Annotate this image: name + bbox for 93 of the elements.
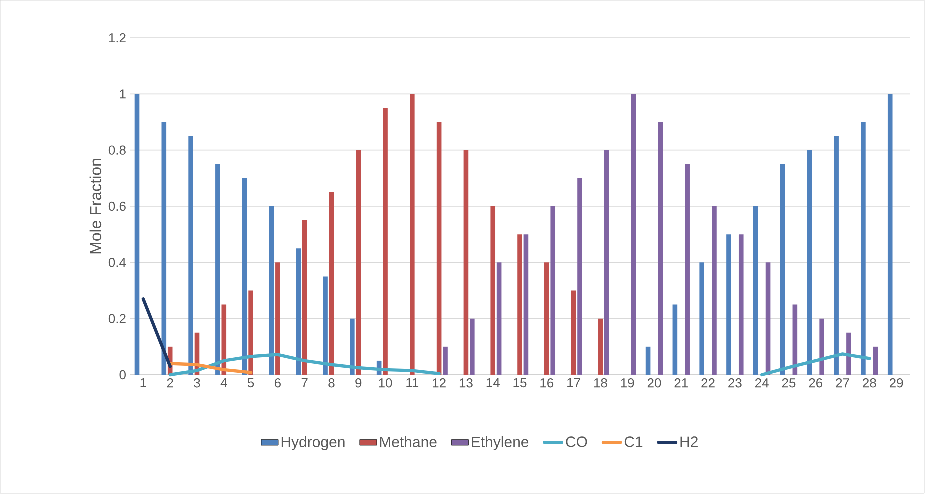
bar [780, 164, 786, 375]
bar [269, 206, 274, 375]
x-tick-label: 26 [809, 378, 823, 388]
y-tick-label: 1.2 [109, 33, 126, 43]
bar [571, 290, 576, 375]
bar [216, 164, 220, 375]
x-tick-label: 22 [702, 378, 715, 388]
x-tick-label: 23 [728, 378, 742, 388]
bar [544, 262, 550, 375]
bar [598, 318, 604, 375]
bar [807, 150, 812, 375]
y-tick-label: 0.8 [108, 146, 126, 155]
bar [464, 150, 469, 375]
bar [496, 262, 502, 375]
bar [861, 122, 866, 375]
bar [738, 234, 744, 375]
bar [443, 346, 448, 375]
bar [604, 150, 610, 375]
bar [470, 318, 475, 375]
bar [518, 234, 522, 375]
x-tick-label: 12 [433, 378, 446, 388]
bar [766, 262, 771, 375]
bar [712, 206, 717, 375]
y-tick-label: 0 [120, 370, 126, 380]
x-tick-label: 14 [486, 378, 500, 388]
bar [820, 318, 824, 375]
y-axis-title: Mole Fraction [90, 159, 102, 254]
bar [672, 304, 678, 375]
x-tick-label: 16 [540, 378, 554, 388]
x-tick-label: 8 [328, 378, 335, 388]
bar [490, 206, 496, 375]
y-tick-label: 0.4 [108, 258, 126, 268]
x-tick-label: 21 [674, 378, 688, 388]
x-tick-label: 1 [140, 378, 146, 388]
bar [753, 206, 758, 375]
x-tick-label: 18 [594, 378, 608, 388]
bar [296, 248, 302, 375]
x-tick-label: 7 [302, 378, 308, 388]
legend-label: H2 [680, 436, 698, 448]
bar [329, 192, 334, 375]
bar [410, 94, 415, 375]
bar [631, 94, 636, 375]
bar [658, 122, 664, 375]
x-tick-label: 15 [514, 378, 527, 388]
x-tick-label: 25 [782, 378, 796, 388]
bar [162, 122, 167, 375]
x-tick-label: 4 [220, 378, 228, 388]
legend-label: CO [566, 436, 588, 448]
x-tick-label: 9 [356, 378, 362, 388]
x-tick-label: 29 [890, 378, 904, 388]
bar [134, 94, 140, 375]
bar [242, 178, 248, 375]
legend-label: C1 [624, 436, 643, 448]
legend-label: Hydrogen [282, 436, 345, 450]
y-tick-label: 0.2 [108, 314, 126, 324]
x-tick-label: 24 [756, 378, 769, 388]
legend-label: Methane [380, 436, 437, 448]
bar [646, 346, 651, 375]
bar [323, 276, 328, 375]
bar [356, 150, 362, 375]
x-tick-label: 11 [406, 378, 419, 388]
x-tick-label: 28 [863, 378, 876, 388]
bar [248, 290, 254, 375]
x-tick-label: 5 [248, 378, 254, 388]
bar [873, 346, 878, 375]
x-tick-label: 17 [568, 378, 580, 388]
x-tick-label: 20 [648, 378, 662, 388]
bar [302, 220, 308, 375]
x-tick-label: 3 [194, 378, 200, 388]
bar [436, 122, 442, 375]
bar [550, 206, 556, 375]
bar [834, 136, 839, 375]
bar [188, 136, 194, 375]
bar [726, 234, 732, 375]
x-tick-label: 6 [274, 378, 281, 388]
bar [578, 178, 582, 375]
bar [846, 332, 852, 375]
y-tick-label: 0.6 [108, 202, 126, 212]
x-tick-label: 27 [836, 378, 850, 388]
bar [700, 262, 704, 375]
bar [888, 94, 893, 375]
x-tick-label: 19 [621, 378, 634, 388]
bar [276, 262, 280, 375]
bar [685, 164, 690, 375]
legend-label: Ethylene [472, 436, 529, 450]
x-tick-label: 13 [460, 378, 473, 388]
y-tick-label: 1 [120, 90, 126, 99]
bar [350, 318, 355, 375]
bar [383, 108, 388, 375]
x-tick-label: 10 [379, 378, 392, 388]
x-tick-label: 2 [167, 378, 174, 388]
line-series [168, 362, 253, 374]
bar [524, 234, 529, 375]
